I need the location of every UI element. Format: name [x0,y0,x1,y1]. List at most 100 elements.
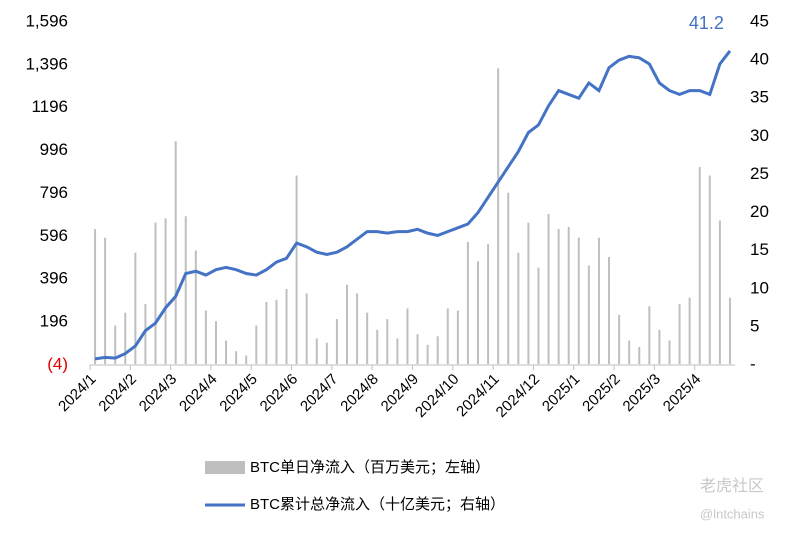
bar [577,237,580,365]
bar [618,314,621,365]
bar [94,229,97,365]
bar [527,222,530,365]
y-tick-label: 796 [40,183,68,202]
bar [466,241,469,365]
bar [144,304,147,365]
bar [225,340,228,365]
bar [245,355,248,365]
bar [194,250,197,365]
x-tick-label: 2024/8 [337,371,381,415]
watermark: 老虎社区 [700,477,764,495]
bar [255,325,258,365]
y2-tick-label: - [750,354,756,373]
x-tick-label: 2024/10 [412,371,462,421]
bar [406,308,409,365]
bar [497,68,500,365]
x-tick-label: 2024/12 [493,371,543,421]
bar [728,297,731,365]
data-label: 41.2 [689,13,724,33]
bar [456,310,459,365]
bar [325,342,328,365]
bar [628,340,631,365]
bar [335,319,338,365]
bar [638,346,641,365]
y2-tick-label: 40 [750,50,769,69]
bar [446,308,449,365]
bar [567,226,570,365]
bar [507,192,510,365]
x-tick-label: 2024/2 [95,371,139,415]
watermark: @lntchains [700,506,765,521]
bar [416,334,419,365]
bar [658,329,661,365]
bar [487,244,490,365]
bar [164,218,167,365]
y-tick-label: 1196 [31,97,68,116]
bar [648,306,651,365]
bar [386,319,389,365]
y2-tick-label: 45 [750,11,769,30]
x-tick-label: 2025/2 [579,371,623,415]
y2-tick-label: 35 [750,88,769,107]
bar [668,340,671,365]
x-tick-label: 2024/1 [55,371,99,415]
y2-tick-label: 5 [750,316,759,335]
bar [356,293,359,365]
bar [235,351,238,365]
y-tick-label: 1,396 [25,54,68,73]
x-tick-label: 2025/1 [539,371,583,415]
bar [184,216,187,365]
bar [587,265,590,365]
bar [436,336,439,365]
bar [214,321,217,365]
legend-label: BTC累计总净流入（十亿美元；右轴） [250,496,505,513]
bar [376,329,379,365]
bar [547,214,550,365]
bar [597,237,600,365]
bar [154,222,157,365]
bar [315,338,318,365]
bar [517,252,520,365]
y2-tick-label: 15 [750,240,769,259]
bar [708,175,711,365]
x-tick-label: 2025/3 [620,371,664,415]
y-tick-label: 196 [40,312,68,331]
x-tick-label: 2025/4 [660,371,704,415]
bar [204,310,207,365]
bar [718,220,721,365]
x-tick-label: 2024/4 [176,371,220,415]
y2-tick-label: 30 [750,126,769,145]
bar [345,284,348,365]
y2-tick-label: 20 [750,202,769,221]
y-tick-label: 1,596 [25,11,68,30]
legend-swatch [205,461,245,474]
y2-tick-label: 10 [750,278,769,297]
x-tick-label: 2024/5 [216,371,260,415]
bar [174,141,177,365]
x-tick-label: 2024/3 [136,371,180,415]
bar [114,325,117,365]
bar [477,261,480,365]
bar [366,312,369,365]
bar [265,301,268,365]
bar [608,256,611,365]
bar [275,299,278,365]
x-tick-label: 2024/7 [297,371,341,415]
y-tick-label: 396 [40,269,68,288]
bar [396,338,399,365]
y2-tick-label: 25 [750,164,769,183]
x-tick-label: 2024/6 [257,371,301,415]
bar [104,237,107,365]
bar [295,175,298,365]
bar [688,297,691,365]
bar [678,304,681,365]
legend-label: BTC单日净流入（百万美元；左轴） [250,459,490,476]
line [94,50,732,361]
bar [698,166,701,365]
y-tick-label: (4) [47,354,68,373]
y-tick-label: 596 [40,226,68,245]
bar [124,312,127,365]
bar [285,289,288,365]
bar [305,293,308,365]
